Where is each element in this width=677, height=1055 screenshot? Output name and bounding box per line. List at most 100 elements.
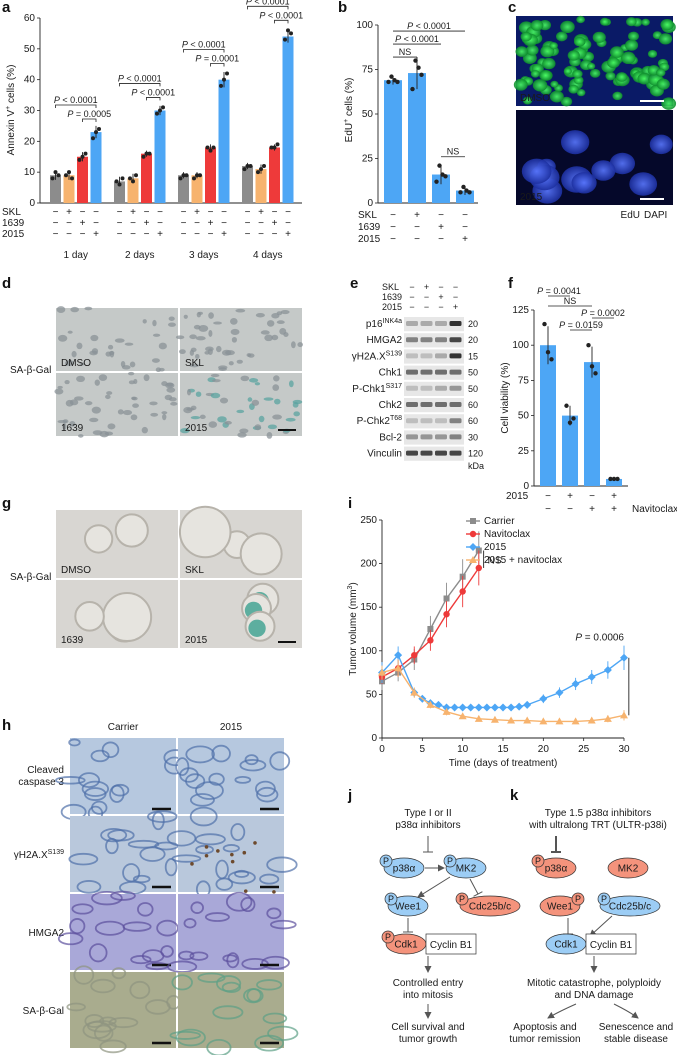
e-blot-band (435, 418, 447, 424)
e-row-label: Chk2 (379, 400, 403, 411)
h-section-tile (178, 894, 284, 970)
d-cell (69, 421, 76, 427)
c-edu-nucleus (656, 68, 666, 77)
d-cell (132, 403, 139, 408)
e-blot-band (420, 450, 433, 456)
e-blot-band (449, 353, 462, 359)
h-tissue-structure (194, 833, 226, 846)
d-cell (195, 336, 206, 341)
b-treatment-sign: − (390, 234, 396, 245)
c-edu-label: EdU (621, 210, 640, 221)
a-significance-bracket (119, 83, 161, 87)
d-cell (195, 391, 202, 397)
k-arrow-cdc-cdk1 (589, 915, 613, 937)
k-wee1-node (539, 895, 581, 917)
e-blot-strip (404, 381, 464, 396)
e-blot-strip (404, 317, 464, 332)
b-p-value: P < 0.0001 (407, 21, 451, 31)
d-cell (221, 349, 232, 356)
f-treatment-sign: + (611, 491, 617, 502)
c-edu-nucleus (555, 31, 568, 42)
e-blot-strip (404, 333, 464, 348)
h-tissue-structure (254, 1034, 285, 1052)
e-mw-marker: 20 (468, 335, 478, 345)
i-marker (620, 653, 628, 662)
f-y-tick-label: 75 (518, 375, 530, 386)
i-marker (426, 700, 435, 708)
b-treatment-label: 2015 (358, 234, 381, 245)
a-bar (205, 147, 216, 203)
b-data-point (434, 179, 439, 184)
c-dapi-nucleus (649, 134, 673, 155)
h-tissue-structure (109, 784, 125, 803)
d-cell (297, 342, 303, 348)
i-marker (555, 717, 564, 725)
e-mw-marker: 20 (468, 319, 478, 329)
i-marker (523, 700, 532, 709)
a-data-point (248, 164, 253, 168)
d-cell (198, 324, 209, 332)
k-outcome-line4: tumor remission (509, 1034, 580, 1045)
e-row-label: P-Chk1S317 (352, 383, 402, 395)
a-treatment-sign: + (144, 218, 150, 229)
d-tile-label: SKL (185, 358, 204, 369)
i-marker (507, 703, 516, 712)
c-dapi-nucleus (591, 160, 616, 181)
panel-label-i: i (348, 495, 352, 512)
i-y-tick-label: 250 (360, 515, 377, 526)
d-cell (218, 367, 227, 371)
a-treatment-sign: − (93, 218, 99, 229)
d-cell (166, 387, 176, 393)
a-data-point (91, 136, 95, 141)
h-stained-nucleus (204, 853, 209, 858)
c-edu-nucleus (637, 72, 652, 85)
h-tissue-structure (105, 837, 119, 855)
h-tissue-structure (76, 880, 102, 894)
panel-a-annexin-chart: 0 10 20 30 40 50 60 Annexin V+ cells (%) 1 day 2 … (2, 0, 303, 261)
f-p-value: P = 0.0041 (537, 286, 581, 296)
a-bar (191, 175, 203, 203)
h-column-label-2015: 2015 (220, 722, 243, 733)
a-data-point (289, 31, 293, 36)
d-cell (228, 361, 234, 366)
c-edu-nucleus (589, 68, 601, 78)
f-y-tick-label: 125 (512, 305, 529, 316)
h-tissue-structure (259, 873, 280, 885)
j-wee1-node (387, 895, 429, 917)
f-data-point (611, 476, 617, 482)
f-bar (606, 478, 622, 486)
c-dapi-nucleus (571, 172, 597, 194)
a-data-point (242, 167, 247, 172)
d-cell (183, 314, 188, 319)
d-cell (62, 422, 67, 430)
d-cell (128, 380, 135, 385)
d-cell (190, 415, 201, 420)
a-bar (255, 169, 267, 203)
d-tile-label: 1639 (61, 423, 84, 434)
e-blot-band (406, 321, 418, 326)
b-y-tick-label: 75 (362, 65, 374, 76)
f-bar (540, 345, 556, 486)
e-blot-band (406, 385, 418, 391)
h-stained-nucleus (272, 890, 276, 894)
f-data-point (589, 364, 595, 369)
i-marker (458, 712, 467, 720)
a-bar (50, 175, 61, 203)
e-blot-band (449, 321, 462, 326)
b-treatment-sign: + (414, 210, 420, 221)
j-mk2-label: MK2 (456, 864, 477, 875)
g-organoid-tile (56, 510, 178, 578)
f-data-point (608, 476, 613, 482)
d-cell (263, 397, 274, 401)
a-significance-bracket (247, 5, 289, 10)
h-tissue-structure (167, 960, 198, 973)
panel-b-edu-chart: 0 25 50 75 100 EdU+ cells (%) P < 0.0001 P < 0.… (343, 20, 478, 245)
e-row-label: Chk1 (379, 368, 403, 379)
i-marker (587, 716, 596, 724)
f-data-point (549, 357, 554, 362)
a-data-point (211, 145, 216, 150)
d-cell (271, 334, 279, 341)
h-stained-nucleus (204, 845, 209, 849)
a-treatment-label: 1639 (2, 218, 25, 229)
i-x-tick-label: 5 (420, 744, 426, 755)
